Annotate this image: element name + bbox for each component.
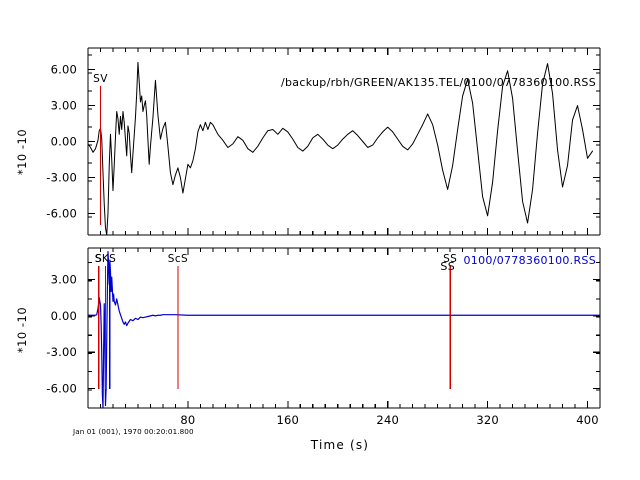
top-panel-y-exponent: *10 -10	[15, 129, 29, 175]
synthetic-waveform-trace	[87, 251, 601, 409]
top-panel: 6.00 3.00 0.00 -3.00 -6.00 SV /backup/rbh/GR…	[15, 47, 601, 236]
top-panel-axes	[87, 47, 601, 236]
x-tick-label: 160	[277, 413, 300, 427]
bottom-panel-axes	[87, 247, 601, 409]
y-tick-label: -6.00	[46, 382, 77, 396]
top-panel-file-path: /backup/rbh/GREEN/AK135.TEL/0100/0778360…	[281, 76, 596, 89]
y-tick-label: 3.00	[51, 273, 77, 287]
x-tick-label: 80	[180, 413, 195, 427]
phase-marker-label: SS	[443, 253, 457, 265]
phase-marker-label: SKS	[95, 253, 116, 265]
top-plot-background	[88, 48, 600, 235]
x-tick-label: 320	[476, 413, 499, 427]
y-tick-label: 6.00	[51, 63, 77, 77]
y-tick-label: 3.00	[51, 99, 77, 113]
bottom-plot-background	[88, 248, 600, 408]
bottom-panel-tick-labels: 3.00 0.00 -3.00 -6.00	[46, 273, 77, 396]
top-panel-phase-markers: SV	[93, 73, 108, 225]
y-tick-label: 0.00	[51, 135, 77, 149]
y-tick-label: -6.00	[46, 206, 77, 220]
phase-marker-label: ScS	[168, 253, 188, 265]
bottom-panel-file-path: 0100/0778360100.RSS	[464, 254, 597, 267]
bottom-panel-y-exponent: *10 -10	[15, 307, 29, 353]
y-tick-label: -3.00	[46, 170, 77, 184]
phase-marker-label: S	[95, 253, 102, 265]
x-tick-label: 240	[376, 413, 399, 427]
x-axis-tick-labels: 80 160 240 320 400	[180, 413, 598, 427]
y-tick-label: -3.00	[46, 345, 77, 359]
x-axis-title: Time (s)	[310, 438, 369, 452]
x-tick-label: 400	[576, 413, 599, 427]
top-panel-tick-labels: 6.00 3.00 0.00 -3.00 -6.00	[46, 63, 77, 221]
phase-marker-label: SV	[93, 73, 108, 85]
bottom-panel-ss-label: SS	[440, 260, 455, 273]
y-tick-label: 0.00	[51, 309, 77, 323]
start-time-stamp: Jan 01 (001), 1970 00:20:01.800	[72, 427, 194, 436]
observed-waveform-trace	[87, 61, 594, 236]
